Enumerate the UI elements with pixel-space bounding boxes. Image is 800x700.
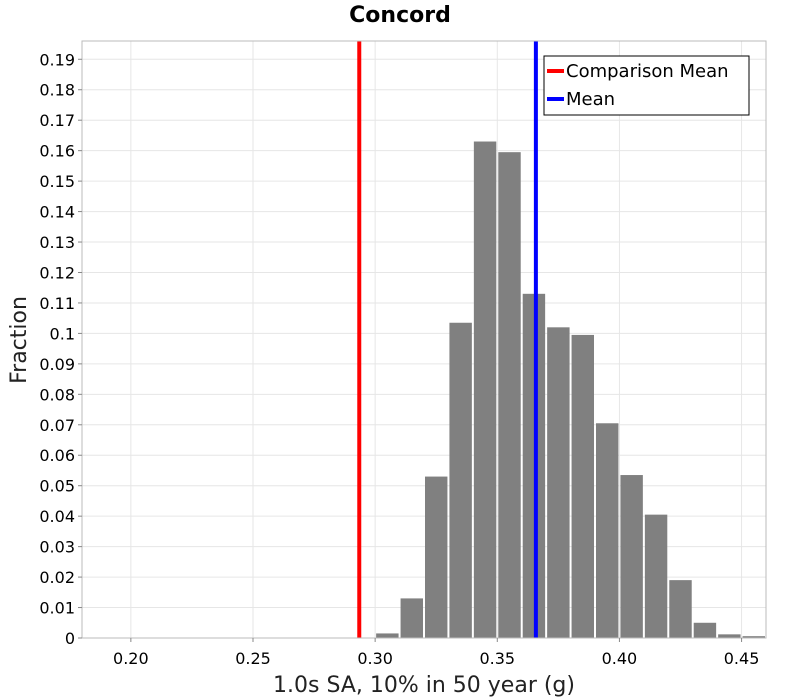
legend-box: [543, 55, 750, 116]
y-tick-label: 0.15: [39, 172, 75, 191]
histogram-bar: [669, 580, 692, 638]
x-tick-label: 0.45: [724, 649, 760, 668]
x-axis-label: 1.0s SA, 10% in 50 year (g): [273, 673, 575, 698]
legend-entry-label: Comparison Mean: [566, 61, 729, 82]
x-tick-label: 0.35: [479, 649, 515, 668]
y-tick-label: 0.07: [39, 416, 75, 435]
histogram-bar: [376, 633, 399, 638]
y-tick-label: 0.04: [39, 507, 75, 526]
y-tick-label: 0.06: [39, 446, 75, 465]
y-axis-ticks: 0 0.01 0.02 0.03 0.04 0.05 0.06 0.07 0.08 0.09 0.1…: [39, 50, 82, 648]
y-tick-label: 0.03: [39, 538, 75, 557]
y-tick-label: 0.14: [39, 203, 75, 222]
histogram-bar: [693, 622, 717, 638]
y-tick-label: 0.02: [39, 568, 75, 587]
y-tick-label: 0.08: [39, 385, 75, 404]
y-tick-label: 0.19: [39, 50, 75, 69]
histogram-bar: [742, 636, 765, 638]
x-tick-label: 0.40: [602, 649, 638, 668]
legend: Comparison Mean Mean: [543, 55, 750, 116]
histogram-bar: [596, 423, 619, 638]
histogram-bar: [425, 476, 448, 638]
mean-lines: [357, 41, 538, 638]
histogram-bar: [498, 152, 521, 638]
plot-area-frame: [81, 40, 767, 639]
y-tick-label: 0.16: [39, 142, 75, 161]
histogram-bar: [571, 334, 594, 638]
x-tick-label: 0.20: [113, 649, 149, 668]
y-tick-label: 0.09: [39, 355, 75, 374]
y-tick-label: 0: [65, 629, 75, 648]
legend-entry-label: Mean: [566, 89, 615, 110]
x-axis-ticks: 0.20 0.25 0.30 0.35 0.40 0.45: [113, 638, 759, 668]
y-tick-label: 0.01: [39, 599, 75, 618]
x-tick-label: 0.25: [235, 649, 271, 668]
histogram-bar: [547, 327, 570, 638]
histogram-bar: [473, 141, 497, 638]
y-tick-label: 0.18: [39, 81, 75, 100]
y-axis-label: Fraction: [7, 296, 32, 384]
y-tick-label: 0.05: [39, 477, 75, 496]
y-tick-label: 0.12: [39, 263, 75, 282]
histogram-bar: [449, 322, 472, 638]
y-tick-label: 0.13: [39, 233, 75, 252]
histogram-bar: [400, 598, 423, 638]
x-tick-label: 0.30: [357, 649, 393, 668]
histogram-bars: [376, 141, 765, 638]
y-tick-label: 0.17: [39, 111, 75, 130]
histogram-bar: [620, 475, 643, 638]
y-tick-label: 0.1: [50, 324, 75, 343]
y-tick-label: 0.11: [39, 294, 75, 313]
chart-title: Concord: [349, 3, 451, 28]
grid-lines: [82, 41, 766, 639]
histogram-bar: [644, 514, 668, 638]
histogram-bar: [718, 634, 741, 638]
